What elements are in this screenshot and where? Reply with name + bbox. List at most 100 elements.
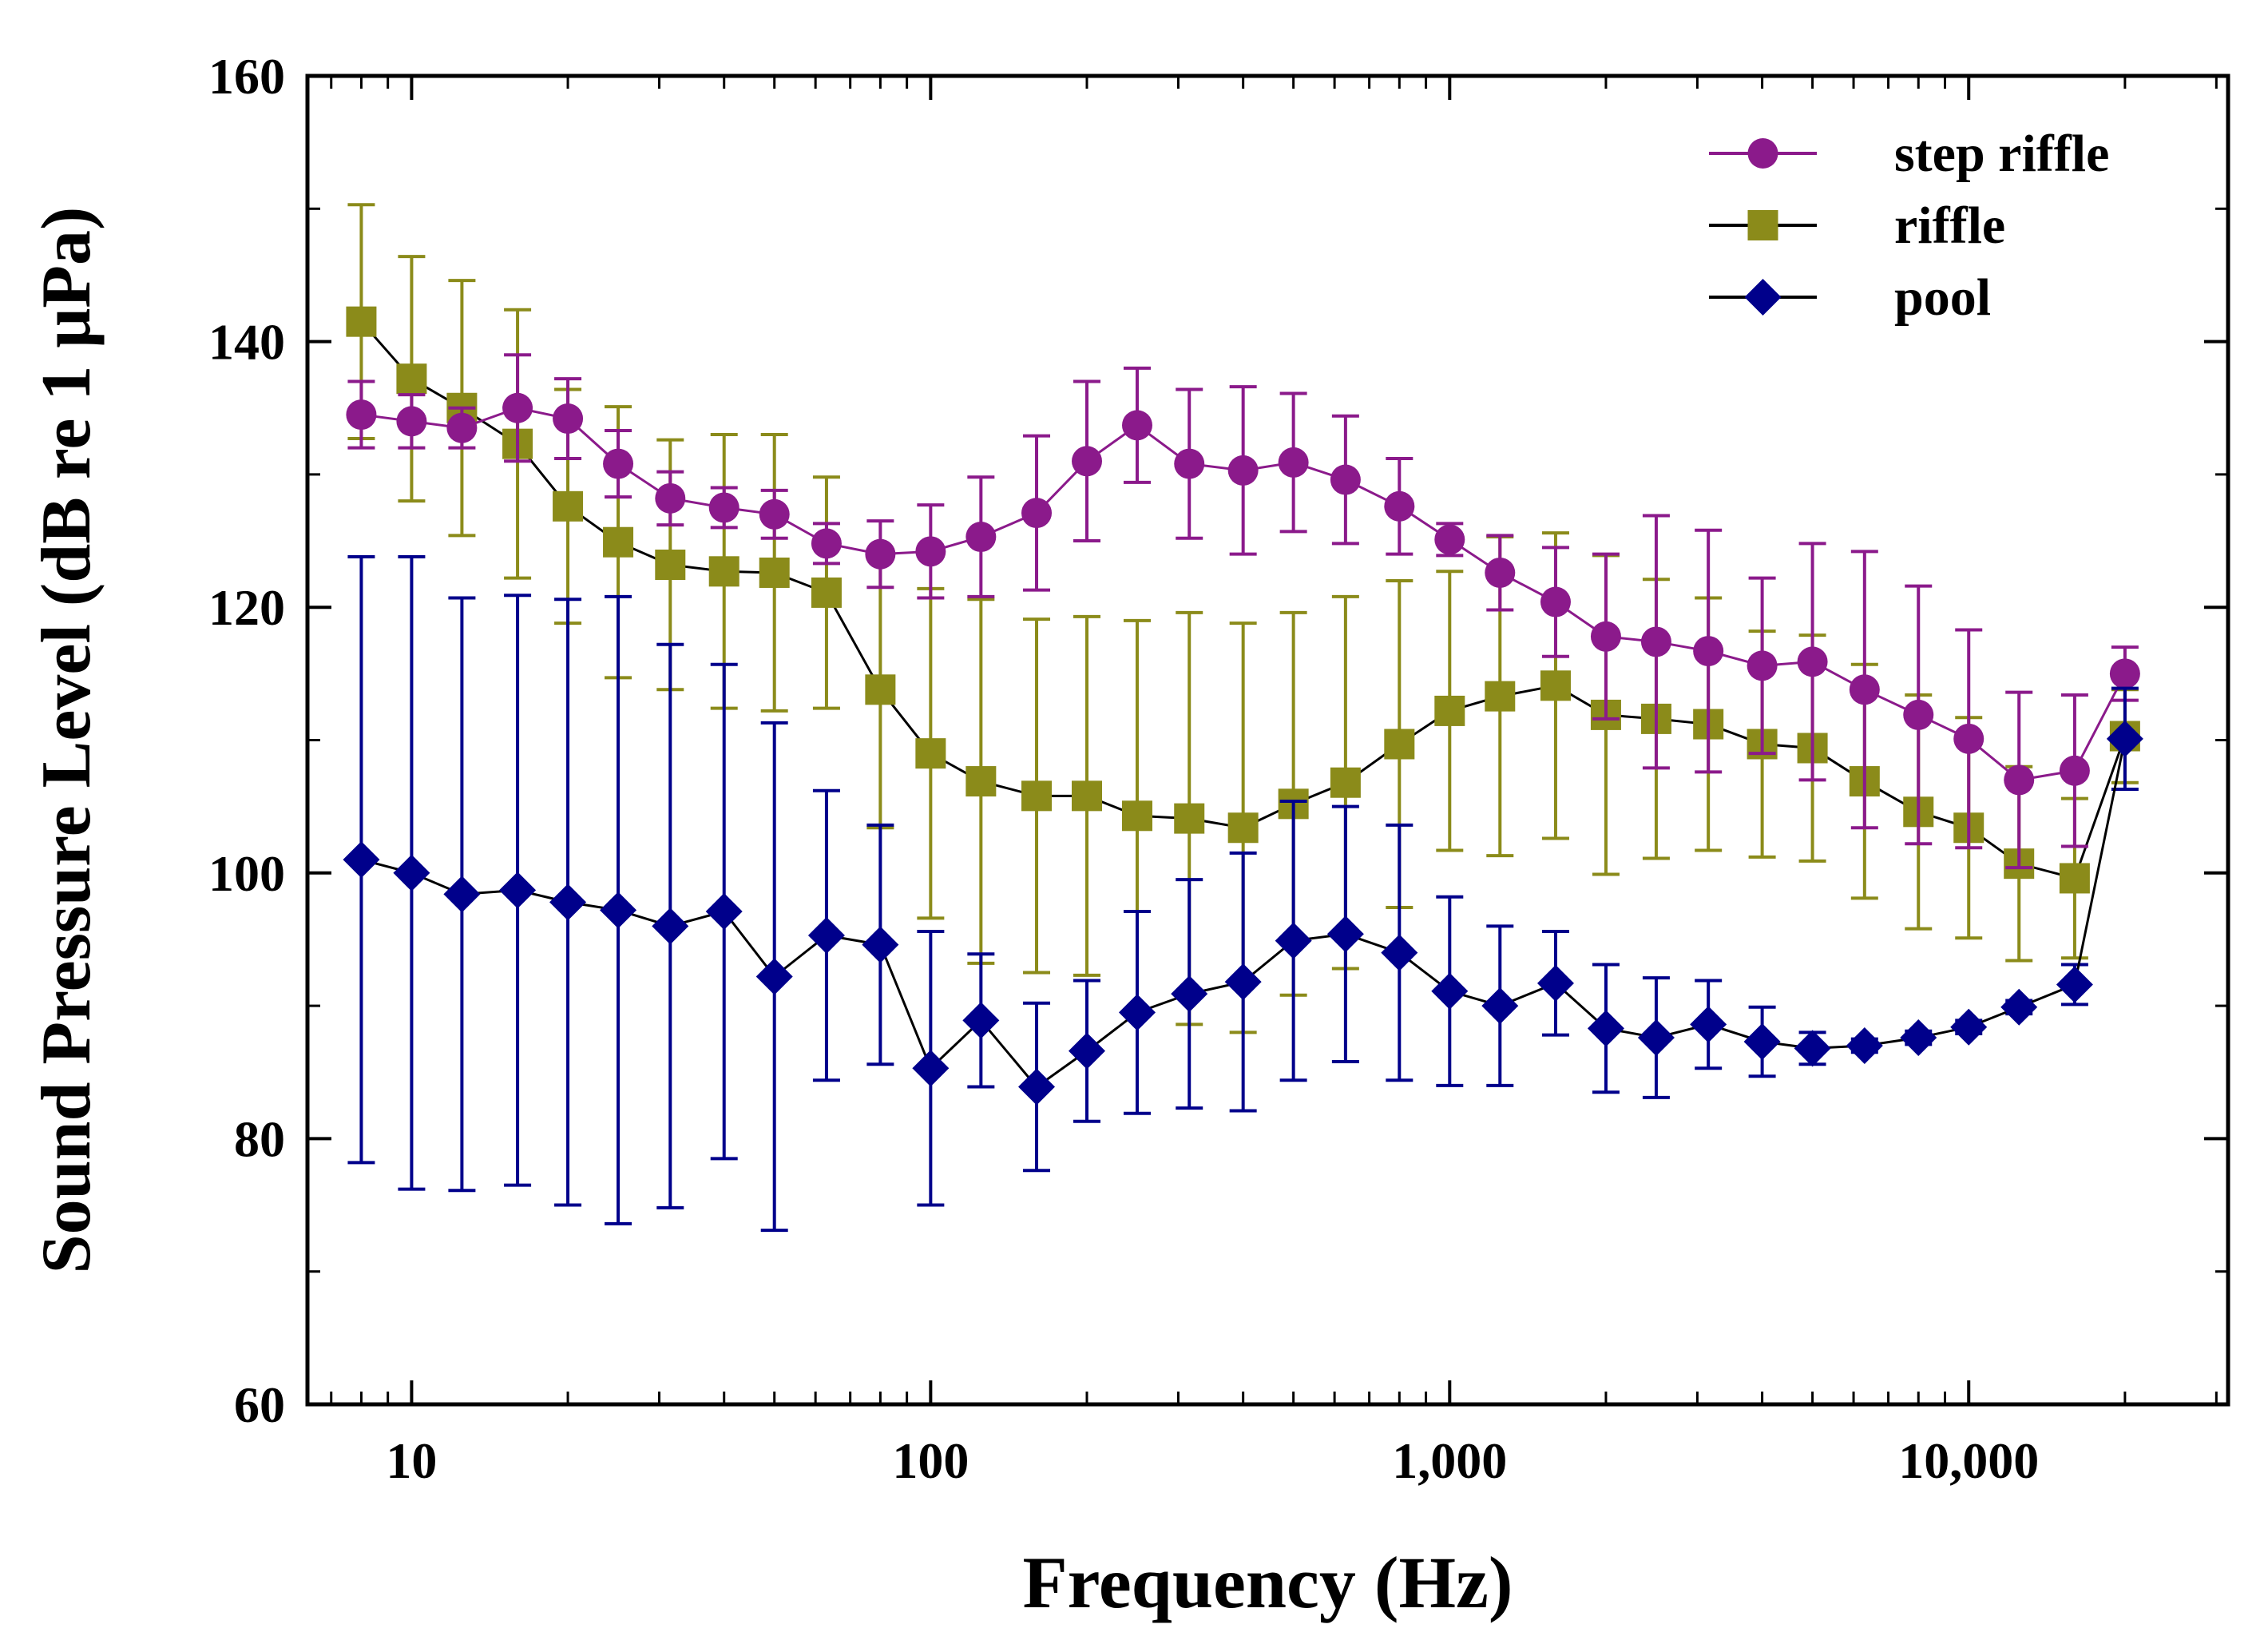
step-riffle-point [2004, 764, 2035, 796]
step-riffle-point [2109, 658, 2140, 689]
riffle-point [1384, 729, 1415, 760]
step-riffle-point [396, 406, 427, 437]
step-riffle-point [1590, 621, 1621, 652]
pool-point [1224, 963, 1262, 1001]
step-riffle-point [1640, 626, 1671, 657]
step-riffle-point [502, 392, 533, 423]
pool-point [1326, 915, 1364, 953]
pool-point [499, 872, 537, 909]
riffle-point [396, 363, 427, 395]
step-riffle-point [1174, 448, 1205, 479]
pool-point [343, 841, 380, 879]
y-tick-label: 80 [234, 1110, 285, 1167]
riffle-point [759, 557, 790, 588]
step-riffle-point [759, 498, 790, 530]
step-riffle-point [811, 528, 842, 559]
tick-labels: 60 80 100 120 140 160 10 100 1,000 10,000 [208, 48, 2039, 1489]
riffle-point [1434, 695, 1465, 726]
step-riffle-point [1797, 646, 1828, 677]
y-tick-label: 60 [234, 1376, 285, 1433]
step-riffle-point [655, 482, 686, 514]
step-riffle-point [1903, 699, 1934, 730]
riffle-point [915, 738, 946, 769]
step-riffle-point [1540, 586, 1571, 617]
pool-point [1018, 1068, 1056, 1106]
step-riffle-point [1121, 410, 1152, 441]
riffle-point [708, 556, 739, 587]
riffle-point [346, 306, 377, 337]
pool-point [443, 876, 481, 913]
pool-point [2056, 966, 2093, 1003]
pool-point [862, 926, 899, 963]
x-tick-label: 10 [386, 1432, 437, 1489]
riffle-point [1121, 800, 1152, 832]
series-pool [343, 555, 2143, 1233]
riffle-point [1072, 780, 1103, 812]
step-riffle-point [1485, 557, 1516, 588]
series-step-riffle [346, 353, 2140, 870]
legend-label-riffle: riffle [1894, 197, 2005, 255]
step-riffle-point [1384, 490, 1415, 522]
pool-point [1069, 1032, 1106, 1070]
pool-point [2106, 720, 2143, 757]
pool-point [1794, 1030, 1831, 1067]
pool-point [393, 854, 430, 891]
pool-point [1118, 994, 1156, 1031]
pool-point [705, 893, 743, 931]
pool-point [2000, 988, 2038, 1026]
riffle-point [965, 766, 997, 797]
pool-point [652, 907, 689, 945]
step-riffle-point [2059, 755, 2090, 786]
pool-point [1171, 975, 1208, 1013]
x-tick-label: 100 [892, 1432, 969, 1489]
pool-point [1431, 972, 1469, 1010]
riffle-point [1021, 780, 1053, 812]
y-tick-label: 120 [208, 579, 285, 636]
pool-point [807, 916, 845, 954]
pool-point [1536, 964, 1574, 1002]
legend-marker-step-riffle [1747, 138, 1778, 169]
pool-point [755, 958, 793, 995]
riffle-point [1227, 812, 1259, 844]
step-riffle-point [553, 403, 584, 435]
riffle-point [655, 549, 686, 580]
x-tick-label: 1,000 [1392, 1432, 1507, 1489]
legend-label-pool: pool [1894, 268, 1991, 327]
pool-point [600, 891, 637, 929]
step-riffle-point [915, 536, 946, 567]
step-riffle-point [1693, 636, 1724, 667]
riffle-point [1540, 670, 1571, 701]
riffle-point [1330, 767, 1361, 798]
legend: step riffle riffle pool [1709, 125, 2109, 327]
pool-point [549, 884, 587, 921]
riffle-point [1174, 803, 1205, 834]
x-axis-title: Frequency (Hz) [1022, 1542, 1513, 1623]
x-tick-label: 10,000 [1898, 1432, 2039, 1489]
pool-point [1637, 1019, 1675, 1057]
y-tick-label: 100 [208, 845, 285, 902]
step-riffle-point [1021, 498, 1053, 529]
legend-marker-pool [1744, 279, 1782, 316]
plot-area [343, 203, 2143, 1233]
step-riffle-point [603, 448, 634, 479]
pool-point [1743, 1023, 1781, 1061]
legend-label-step-riffle: step riffle [1894, 125, 2109, 183]
pool-point [1587, 1010, 1624, 1047]
riffle-point [2059, 863, 2090, 894]
riffle-point [811, 577, 842, 608]
step-riffle-point [1278, 447, 1309, 478]
step-riffle-point [1747, 650, 1778, 681]
step-riffle-point [1434, 524, 1465, 555]
pool-point [1690, 1006, 1727, 1043]
step-riffle-point [965, 522, 997, 553]
step-riffle-point [1953, 723, 1985, 754]
pool-point [1950, 1008, 1988, 1046]
riffle-point [603, 526, 634, 558]
step-riffle-point [865, 538, 896, 570]
step-riffle-point [1072, 446, 1103, 477]
y-tick-label: 160 [208, 48, 285, 105]
riffle-point [1485, 681, 1516, 712]
step-riffle-point [446, 412, 478, 443]
legend-marker-riffle [1747, 210, 1778, 240]
pool-point [1900, 1019, 1937, 1057]
